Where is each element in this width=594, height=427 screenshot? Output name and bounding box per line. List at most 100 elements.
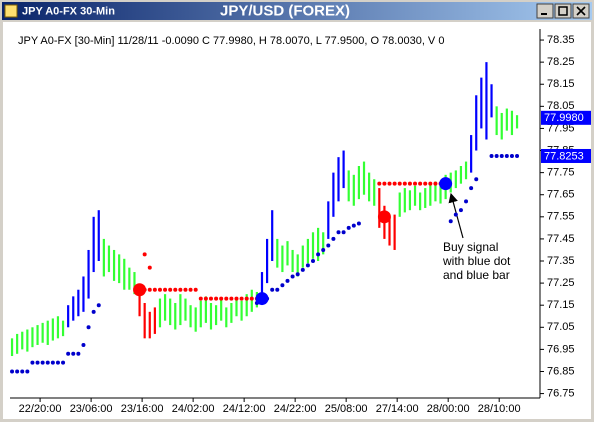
window-icon: [4, 4, 18, 18]
stop-dot: [407, 181, 412, 186]
signal-dot: [439, 177, 453, 191]
y-tick-label: 78.05: [547, 100, 575, 112]
minimize-button[interactable]: [536, 3, 554, 19]
stop-dot: [61, 360, 66, 365]
stop-dot: [356, 221, 361, 226]
stop-dot: [326, 243, 331, 248]
stop-dot: [10, 369, 15, 374]
stop-dot: [25, 369, 30, 374]
price-marker: [541, 148, 591, 163]
y-tick-label: 76.75: [547, 387, 575, 399]
x-tick-label: 23/16:00: [121, 403, 164, 415]
annotation-text: Buy signal: [443, 240, 498, 254]
stop-dot: [152, 287, 157, 292]
stop-dot: [392, 181, 397, 186]
stop-dot: [469, 186, 474, 191]
y-tick-label: 77.05: [547, 321, 575, 333]
stop-dot: [474, 177, 479, 182]
y-tick-label: 78.25: [547, 56, 575, 68]
annotation-text: and blue bar: [443, 268, 510, 282]
stop-dot: [275, 287, 280, 292]
stop-dot: [458, 208, 463, 213]
stop-dot: [50, 360, 55, 365]
annotation-text: with blue dot: [442, 254, 511, 268]
stop-dot: [341, 230, 346, 235]
stop-dot: [494, 154, 499, 159]
x-tick-label: 25/08:00: [325, 403, 368, 415]
stop-dot: [448, 219, 453, 224]
stop-dot: [515, 154, 520, 159]
y-tick-label: 77.25: [547, 277, 575, 289]
stop-dot: [377, 181, 382, 186]
stop-dot: [453, 212, 458, 217]
window-buttons[interactable]: [536, 3, 590, 19]
stop-dot: [300, 267, 305, 272]
stop-dot: [219, 296, 224, 301]
stop-dot: [316, 252, 321, 257]
stop-dot: [336, 230, 341, 235]
stop-dot: [147, 287, 152, 292]
maximize-button[interactable]: [554, 3, 572, 19]
title-bar: [2, 2, 592, 20]
x-tick-label: 23/06:00: [70, 403, 113, 415]
price-marker: [541, 110, 591, 125]
y-tick-label: 78.35: [547, 34, 575, 46]
stop-dot: [71, 351, 76, 356]
y-tick-label: 77.15: [547, 299, 575, 311]
x-tick-label: 24/12:00: [223, 403, 266, 415]
stop-dot: [244, 296, 249, 301]
stop-dot: [163, 287, 168, 292]
y-tick-label: 77.65: [547, 189, 575, 201]
y-tick-label: 77.45: [547, 233, 575, 245]
stop-dot: [239, 296, 244, 301]
stop-dot: [489, 154, 494, 159]
y-tick-label: 77.55: [547, 211, 575, 223]
stop-dot: [203, 296, 208, 301]
stop-dot: [229, 296, 234, 301]
stop-dot: [418, 181, 423, 186]
stop-dot: [321, 247, 326, 252]
y-tick-label: 77.35: [547, 255, 575, 267]
stop-dot: [91, 309, 96, 314]
stop-dot: [55, 360, 60, 365]
maximize-icon: [558, 6, 568, 16]
stop-dot: [198, 296, 203, 301]
stop-dot: [270, 287, 275, 292]
stop-dot: [413, 181, 418, 186]
stop-dot: [193, 287, 198, 292]
stop-dot: [30, 360, 35, 365]
stop-dot: [142, 252, 147, 257]
stop-dot: [168, 287, 173, 292]
stop-dot: [234, 296, 239, 301]
y-tick-label: 77.95: [547, 122, 575, 134]
stop-dot: [351, 223, 356, 228]
window-title: JPY A0-FX 30-Min: [22, 5, 115, 17]
stop-dot: [66, 351, 71, 356]
stop-dot: [224, 296, 229, 301]
stop-dot: [305, 263, 310, 268]
stop-dot: [157, 287, 162, 292]
stop-dot: [428, 181, 433, 186]
chart-area: [3, 22, 591, 419]
stop-dot: [249, 296, 254, 301]
stop-dot: [280, 283, 285, 288]
signal-dot: [255, 292, 269, 306]
price-marker-label: 77.8253: [544, 150, 584, 162]
stop-dot: [214, 296, 219, 301]
stop-dot: [208, 296, 213, 301]
x-tick-label: 24/22:00: [274, 403, 317, 415]
stop-dot: [20, 369, 25, 374]
x-tick-label: 22/20:00: [19, 403, 62, 415]
stop-dot: [423, 181, 428, 186]
stop-dot: [40, 360, 45, 365]
y-tick-label: 76.95: [547, 343, 575, 355]
chart-title: JPY/USD (FOREX): [220, 2, 350, 19]
stop-dot: [76, 351, 81, 356]
stop-dot: [464, 199, 469, 204]
stop-dot: [387, 181, 392, 186]
stop-dot: [499, 154, 504, 159]
stop-dot: [285, 278, 290, 283]
stop-dot: [81, 342, 86, 347]
